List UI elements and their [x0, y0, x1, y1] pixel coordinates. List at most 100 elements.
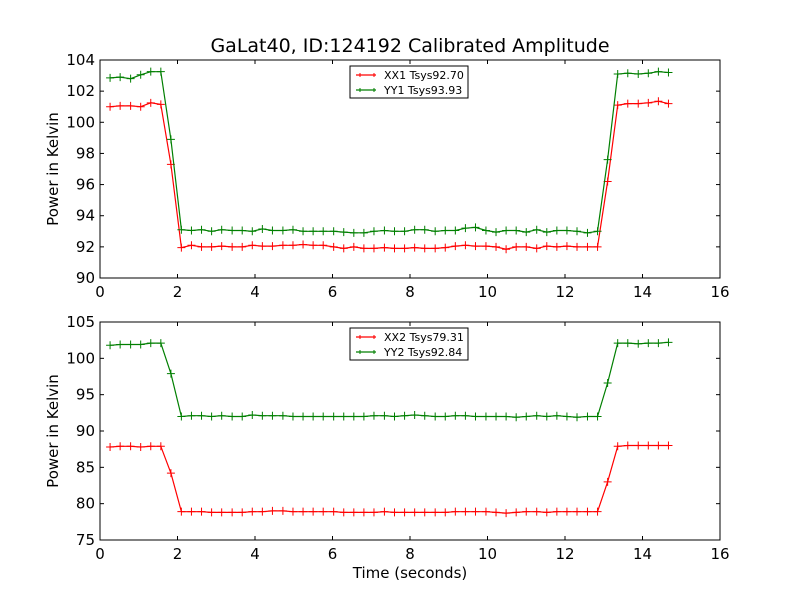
data-point	[349, 412, 358, 421]
data-point	[532, 225, 541, 234]
data-point	[268, 411, 277, 420]
series-2	[106, 338, 673, 422]
data-point	[583, 228, 592, 237]
data-point	[126, 101, 135, 110]
y-tick-label: 105	[66, 313, 95, 331]
x-tick-label: 8	[405, 545, 415, 563]
y-tick-label: 90	[76, 269, 95, 287]
data-point	[390, 508, 399, 517]
legend: XX2 Tsys79.31 YY2 Tsys92.84	[349, 327, 469, 361]
data-point	[481, 507, 490, 516]
data-point	[146, 339, 155, 348]
data-point	[156, 100, 165, 109]
data-point	[207, 227, 216, 236]
x-tick-label: 10	[478, 283, 497, 301]
data-point	[197, 507, 206, 516]
data-point	[238, 242, 247, 251]
data-point	[390, 227, 399, 236]
data-point	[410, 243, 419, 252]
data-point	[542, 242, 551, 251]
data-point	[583, 412, 592, 421]
data-point	[552, 411, 561, 420]
data-point	[187, 226, 196, 235]
data-point	[106, 73, 115, 82]
data-point	[258, 411, 267, 420]
data-point	[400, 227, 409, 236]
data-point	[369, 508, 378, 517]
data-point	[471, 412, 480, 421]
data-point	[634, 99, 643, 108]
data-point	[278, 411, 287, 420]
data-point	[339, 508, 348, 517]
data-point	[248, 507, 257, 516]
data-point	[146, 67, 155, 76]
data-point	[502, 412, 511, 421]
x-tick-label: 2	[173, 545, 183, 563]
legend-marker	[358, 350, 376, 354]
data-point	[431, 508, 440, 517]
data-point	[623, 99, 632, 108]
data-point	[207, 242, 216, 251]
y-tick-label: 100	[66, 113, 95, 131]
data-point	[217, 411, 226, 420]
chart-title: GaLat40, ID:124192 Calibrated Amplitude	[210, 35, 609, 57]
data-point	[166, 469, 175, 478]
legend-label: YY2 Tsys92.84	[383, 346, 462, 359]
data-point	[613, 70, 622, 79]
data-point	[359, 228, 368, 237]
data-point	[502, 245, 511, 254]
data-point	[288, 241, 297, 250]
data-point	[309, 507, 318, 516]
data-point	[441, 412, 450, 421]
data-point	[309, 227, 318, 236]
data-point	[369, 411, 378, 420]
y-tick-label: 80	[76, 495, 95, 513]
data-point	[278, 506, 287, 515]
data-point	[278, 241, 287, 250]
data-point	[309, 412, 318, 421]
data-point	[116, 73, 125, 82]
data-point	[217, 225, 226, 234]
data-point	[583, 507, 592, 516]
data-point	[410, 508, 419, 517]
data-point	[654, 97, 663, 106]
data-point	[522, 242, 531, 251]
data-point	[593, 507, 602, 516]
data-point	[654, 67, 663, 76]
data-point	[187, 241, 196, 250]
data-point	[431, 412, 440, 421]
y-tick-label: 85	[76, 458, 95, 476]
legend-label: XX2 Tsys79.31	[384, 331, 464, 344]
legend-label: YY1 Tsys93.93	[383, 84, 462, 97]
data-point	[197, 225, 206, 234]
chart-panel-1: 0 2 4 6 8 10 12 14 16 90 92 94 96 98 100 102 104 Power in…	[44, 51, 730, 301]
data-point	[197, 411, 206, 420]
legend-label: XX1 Tsys92.70	[384, 69, 464, 82]
data-point	[349, 508, 358, 517]
x-tick-label: 12	[555, 545, 574, 563]
x-tick-label: 12	[555, 283, 574, 301]
data-point	[369, 227, 378, 236]
data-point	[573, 413, 582, 422]
series-1	[106, 441, 673, 518]
data-point	[207, 508, 216, 517]
data-point	[532, 507, 541, 516]
data-point	[461, 224, 470, 233]
data-point	[258, 242, 267, 251]
data-point	[319, 412, 328, 421]
data-point	[238, 226, 247, 235]
data-point	[177, 412, 186, 421]
y-tick-label: 104	[66, 51, 95, 69]
data-point	[481, 226, 490, 235]
data-point	[634, 339, 643, 348]
data-point	[288, 225, 297, 234]
data-point	[623, 339, 632, 348]
data-point	[522, 228, 531, 237]
data-point	[441, 226, 450, 235]
data-point	[400, 508, 409, 517]
x-tick-label: 14	[633, 545, 652, 563]
y-tick-label: 92	[76, 238, 95, 256]
